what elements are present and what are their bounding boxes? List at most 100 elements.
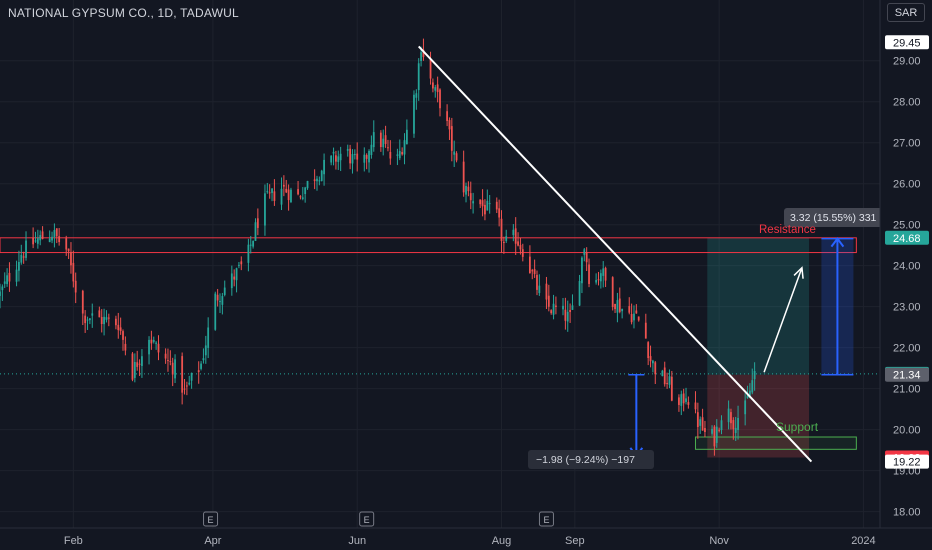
candle [0,283,1,309]
candle-body [663,367,666,385]
candle-body [171,362,174,375]
candle-body [48,238,51,243]
candle [238,262,240,269]
candle [413,90,415,138]
candle [436,76,439,103]
candle [498,199,501,227]
candle-body [221,296,224,305]
candle-body [124,343,127,351]
candle [382,129,385,156]
candle-body [169,361,172,363]
candle-body [417,63,420,91]
candle [578,274,581,307]
candle [330,155,333,166]
currency-button[interactable]: SAR [887,3,925,22]
candle-body [465,186,467,195]
candle [119,317,122,335]
candle-body [654,362,657,375]
price-tick: 24.00 [893,261,921,273]
candle [536,270,538,296]
candle-body [70,251,72,266]
projection-arrow [763,267,803,373]
candle-body [86,319,89,321]
stop-zone [707,374,810,458]
earnings-marker[interactable]: E [538,511,554,527]
candle [84,310,87,333]
time-tick: Aug [492,535,512,547]
candle [432,78,434,93]
candle [668,369,671,389]
candle [65,235,68,256]
candle-body [18,262,20,271]
candle [502,236,505,254]
candle [647,341,650,366]
candle-body [202,358,205,361]
candle-body [701,417,704,431]
candle [266,182,269,194]
candle-body [41,231,44,240]
candle-body [637,316,640,321]
resistance-label: Resistance [759,224,816,236]
candle [701,408,704,431]
candle [41,226,44,240]
candle-body [462,161,465,193]
candle-body [370,144,373,156]
measure-up-label-bg [784,208,884,227]
candle-body [190,372,193,381]
candle-body [633,313,635,321]
candle-body [301,197,304,199]
candle-body [235,268,238,281]
candle-body [401,152,404,155]
candle-body [282,184,285,187]
candle-body [339,153,342,161]
candle-body [280,188,283,205]
candle [422,38,425,61]
candle [751,368,754,395]
candle-body [405,129,408,145]
candle [637,316,640,322]
candle-body [737,417,739,430]
candle [512,224,515,242]
candle-body [635,310,638,314]
candle-body [197,370,200,373]
trendline [417,45,813,463]
earnings-marker[interactable]: E [359,511,375,527]
candle [318,176,321,186]
candle-body [131,353,134,380]
candle [337,150,340,170]
candle-body [578,281,581,306]
price-tick: 27.00 [893,138,921,150]
candles [0,38,756,456]
candle [372,120,375,152]
candle [663,361,666,387]
candle [185,381,188,396]
candle-body [498,208,501,218]
candle [403,133,406,165]
candle [20,244,23,265]
candle [448,117,451,140]
earnings-marker[interactable]: E [203,511,219,527]
candle-body [230,273,233,289]
price-label-bg [885,35,929,50]
candle [297,181,299,196]
candle-body [185,385,188,387]
candle [595,273,598,285]
candle-body [122,331,124,340]
candle [517,232,519,247]
candle [467,181,470,197]
candle-body [330,155,333,163]
time-tick: Sep [565,535,585,547]
candle [599,269,602,289]
candle [720,415,723,435]
candle-body [351,154,354,164]
candle-body [174,359,176,379]
candle-body [500,218,503,242]
candle-body [313,179,316,182]
candle-body [53,230,56,238]
candle [398,139,401,161]
candle-body [429,59,432,79]
candle-body [652,360,654,364]
candle [365,153,368,170]
